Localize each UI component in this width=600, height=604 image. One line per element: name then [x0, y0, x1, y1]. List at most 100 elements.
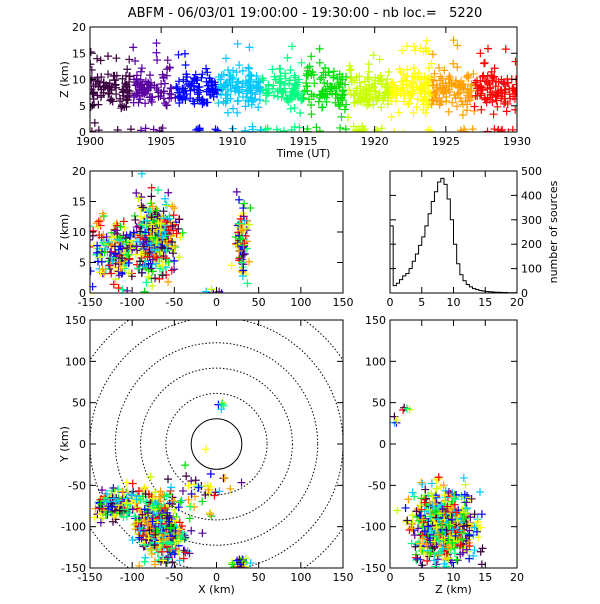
data-point — [164, 278, 172, 286]
y-tick-label: 150 — [65, 314, 86, 327]
data-point — [164, 56, 172, 64]
data-point — [307, 101, 315, 109]
data-point — [453, 63, 461, 71]
data-point — [387, 113, 395, 121]
data-point — [299, 95, 307, 103]
data-point — [268, 65, 276, 73]
x-tick-label: -100 — [120, 296, 145, 309]
data-point — [478, 560, 486, 568]
data-point — [93, 55, 101, 63]
data-point — [290, 72, 298, 80]
x-tick-label: 100 — [290, 571, 311, 584]
data-point — [229, 67, 237, 75]
y-tick-label: 15 — [72, 47, 86, 60]
x-tick-label: 5 — [418, 296, 425, 309]
data-point — [104, 52, 112, 60]
data-point — [341, 106, 349, 114]
data-point — [411, 46, 419, 54]
data-point — [100, 270, 108, 278]
data-point — [167, 483, 175, 491]
data-point — [296, 109, 304, 117]
histogram-bar — [438, 182, 441, 293]
x-tick-label: 50 — [252, 571, 266, 584]
data-point — [432, 485, 440, 493]
data-point — [95, 126, 103, 134]
data-point — [221, 474, 229, 482]
data-point — [498, 126, 506, 134]
x-tick-label: -50 — [165, 571, 183, 584]
data-point — [214, 99, 222, 107]
data-point — [295, 124, 303, 132]
data-point — [125, 55, 133, 63]
histogram-bar — [393, 286, 396, 293]
data-point — [460, 474, 468, 482]
data-point — [207, 470, 215, 478]
data-point — [243, 279, 251, 287]
data-point — [238, 479, 246, 487]
x-tick-label: 0 — [387, 571, 394, 584]
data-point — [129, 43, 137, 51]
data-point — [141, 558, 149, 566]
data-point — [202, 445, 210, 453]
data-point — [123, 287, 131, 295]
data-point — [453, 42, 461, 50]
data-point — [259, 76, 267, 84]
data-point — [461, 127, 469, 135]
data-point — [336, 124, 344, 132]
data-point — [346, 75, 354, 83]
y-tick-label: 0 — [79, 287, 86, 300]
data-point — [316, 59, 324, 67]
data-point — [316, 45, 324, 53]
data-point — [403, 42, 411, 50]
range-ring — [39, 267, 393, 600]
x-z-frame — [90, 171, 343, 293]
data-point — [141, 288, 149, 296]
x-axis-label: X (km) — [198, 583, 235, 596]
chart-title: ABFM - 06/03/01 19:00:00 - 19:30:00 - nb… — [128, 6, 483, 21]
data-point — [481, 59, 489, 67]
data-point — [409, 511, 417, 519]
data-point — [502, 45, 510, 53]
data-point — [181, 50, 189, 58]
data-point — [247, 559, 255, 567]
y-tick-label: 50 — [372, 397, 386, 410]
data-point — [512, 58, 520, 66]
x-tick-label: -100 — [120, 571, 145, 584]
data-point — [256, 96, 264, 104]
data-point — [170, 257, 178, 265]
histogram-bar — [441, 178, 444, 293]
data-point — [98, 258, 106, 266]
data-point — [399, 129, 407, 137]
y-tick-label: 20 — [72, 21, 86, 34]
data-point — [471, 102, 479, 110]
data-point — [479, 544, 487, 552]
data-point — [233, 188, 241, 196]
range-ring — [90, 318, 343, 571]
y-axis-label: Z (km) — [58, 214, 71, 251]
data-point — [451, 549, 459, 557]
data-point — [234, 40, 242, 48]
data-point — [477, 548, 485, 556]
data-point — [146, 71, 154, 79]
data-point — [222, 54, 230, 62]
data-point — [87, 267, 95, 275]
data-point — [97, 56, 105, 64]
data-point — [283, 54, 291, 62]
data-point — [463, 548, 471, 556]
data-point — [476, 488, 484, 496]
data-point — [176, 556, 184, 564]
data-point — [152, 293, 160, 301]
data-point — [164, 475, 172, 483]
data-point — [245, 43, 253, 51]
data-point — [182, 472, 190, 480]
data-point — [141, 484, 149, 492]
data-point — [175, 253, 183, 261]
data-point — [158, 271, 166, 279]
data-point — [94, 101, 102, 109]
data-point — [129, 480, 137, 488]
range-rings — [39, 267, 393, 600]
data-point — [449, 60, 457, 68]
data-point — [245, 65, 253, 73]
y-tick-label: 5 — [79, 257, 86, 270]
y-axis-label: number of sources — [547, 180, 560, 283]
